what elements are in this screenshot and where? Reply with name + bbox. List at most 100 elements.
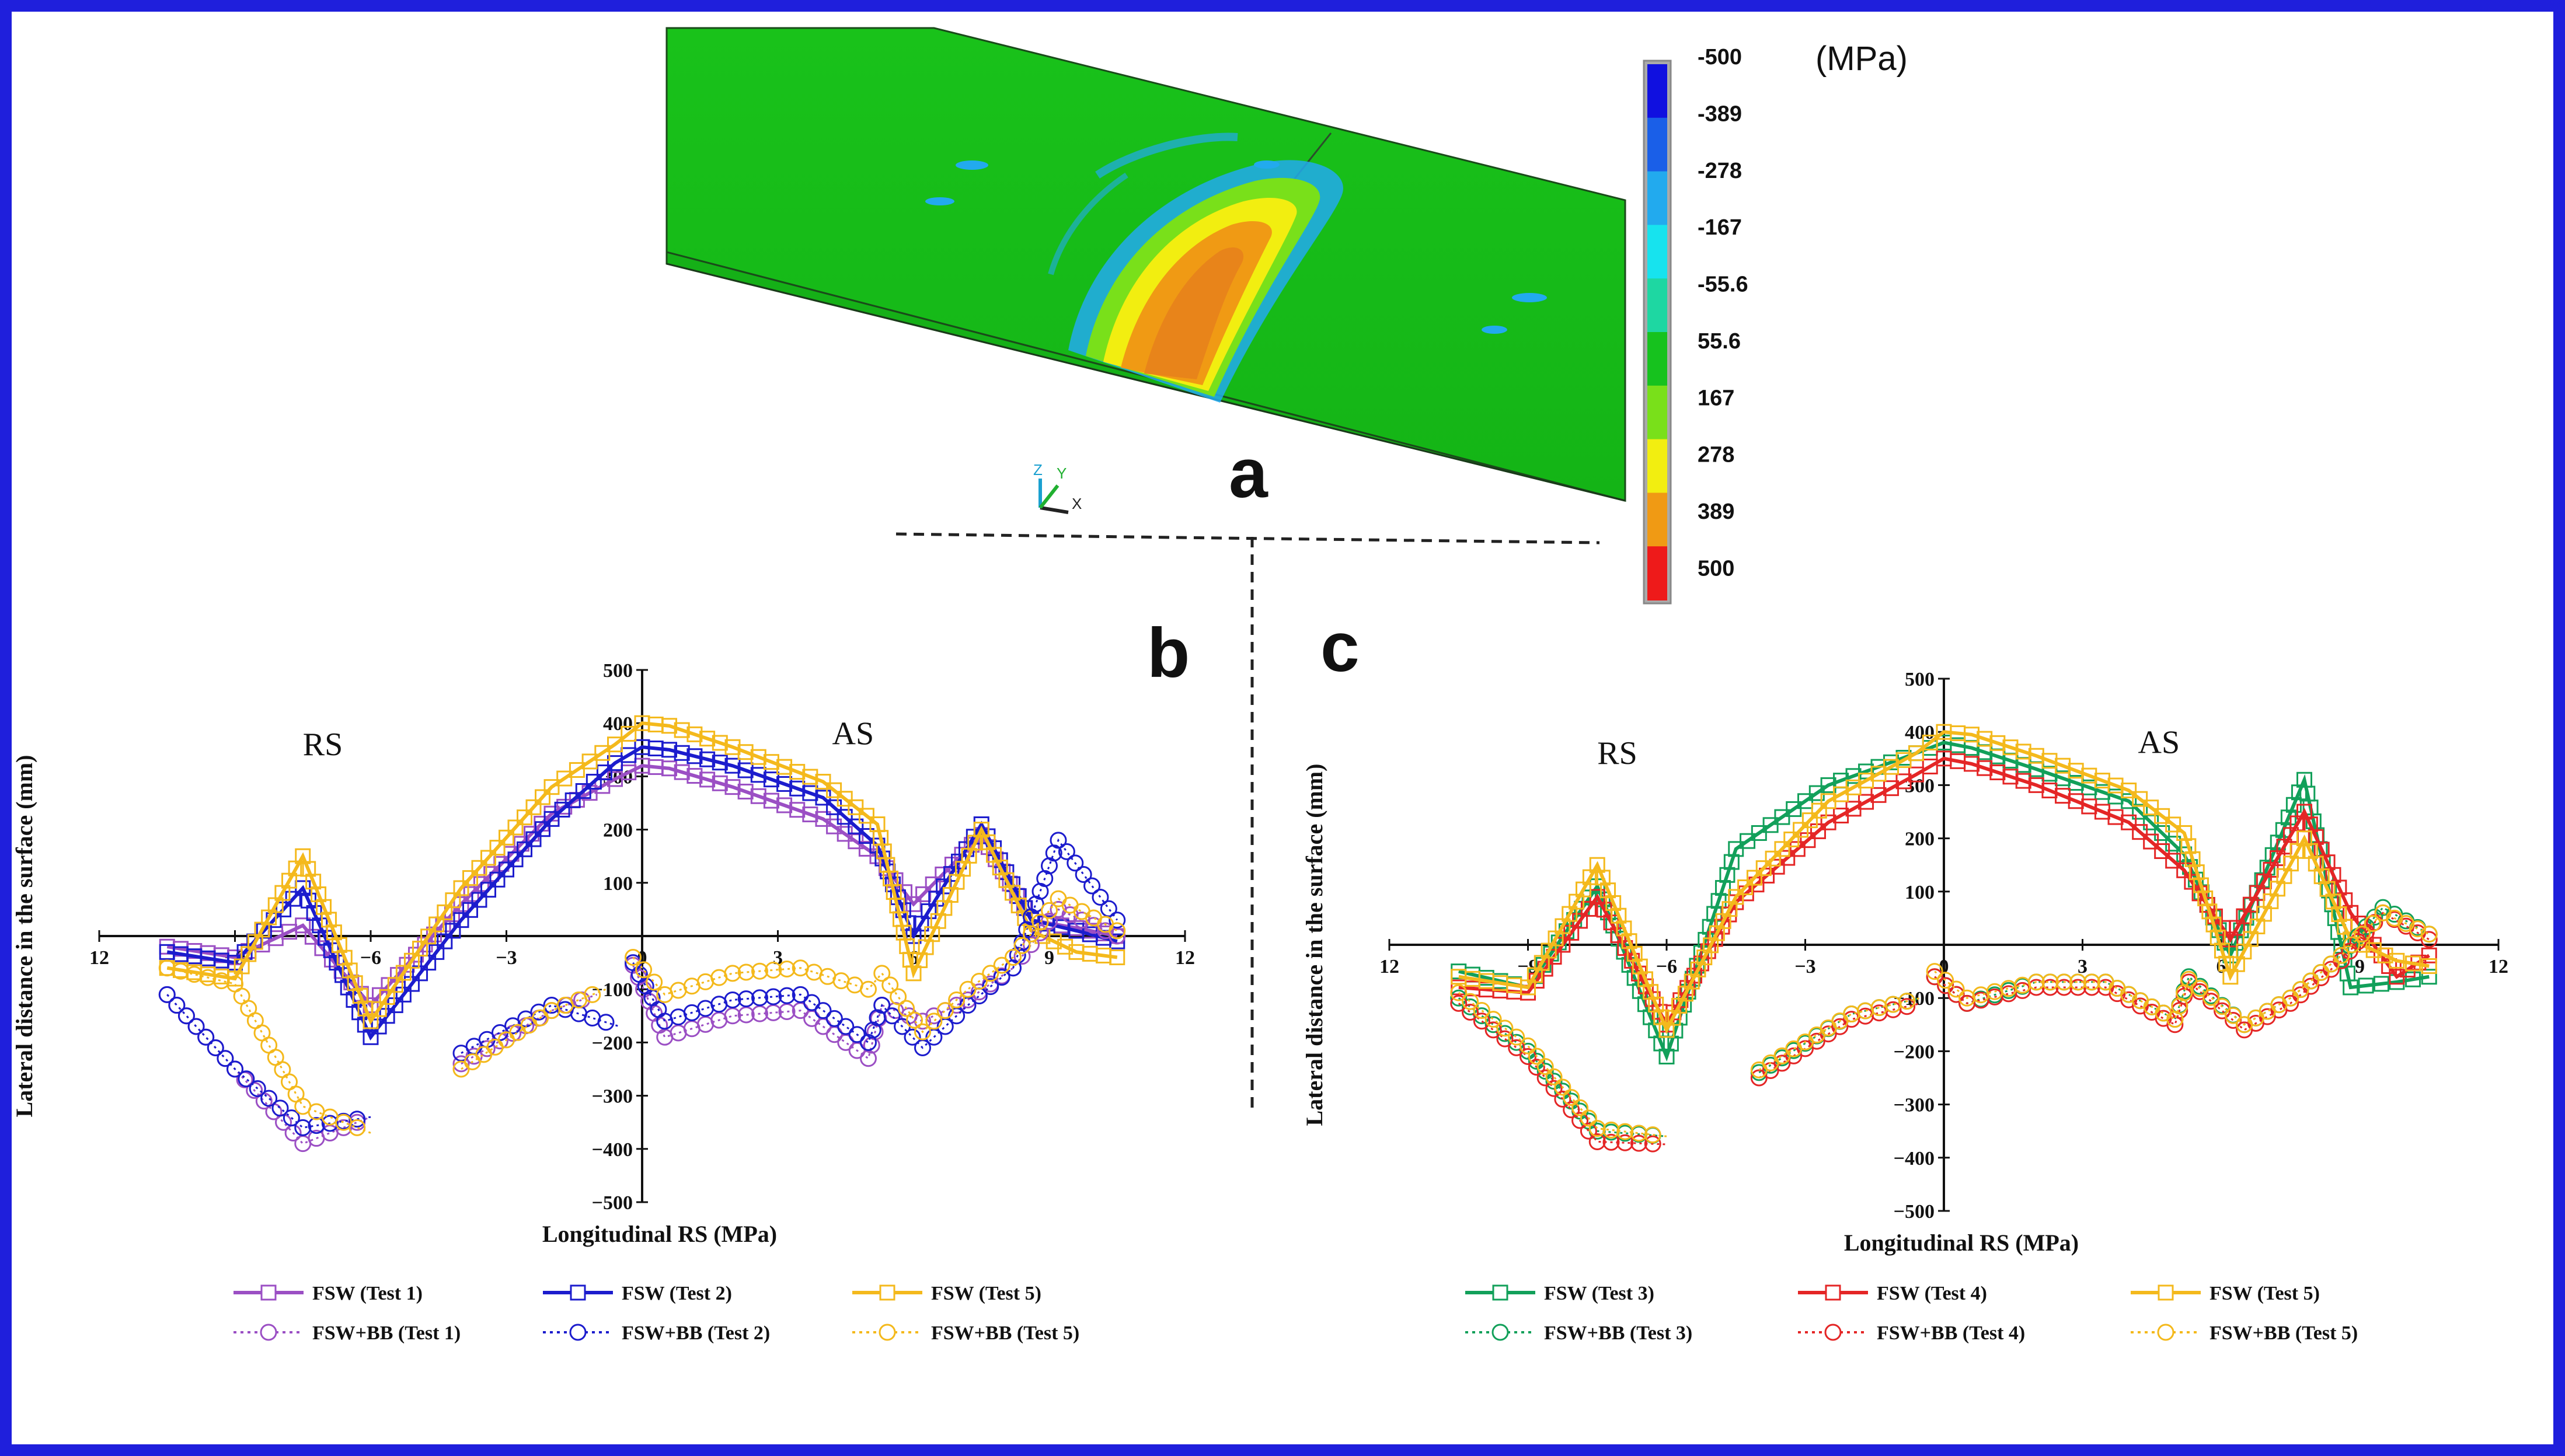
data-point [646, 1004, 663, 1022]
data-point [982, 965, 999, 982]
data-point [177, 1007, 195, 1025]
data-point [607, 736, 623, 753]
data-point [1450, 994, 1468, 1012]
series-line [1458, 756, 2430, 1028]
data-point [837, 791, 853, 807]
y-tick-label: 500 [603, 660, 633, 682]
legend-item: FSW+BB (Test 5) [2131, 1322, 2358, 1344]
data-point [1728, 841, 1744, 857]
data-point [661, 760, 677, 777]
data-point [543, 811, 560, 827]
data-point [2405, 955, 2421, 972]
data-point [1545, 1080, 1563, 1097]
data-point [1977, 731, 1993, 747]
data-point [1563, 1101, 1580, 1119]
data-point [906, 1011, 923, 1029]
x-tick-label: 3 [2078, 956, 2087, 977]
data-point [2193, 877, 2209, 893]
contour-spot [1254, 160, 1280, 169]
data-point [936, 1002, 954, 1019]
data-point [750, 767, 766, 783]
data-point [1109, 912, 1126, 929]
data-point [238, 1070, 255, 1088]
data-point [737, 783, 754, 799]
legend-label: FSW (Test 4) [1877, 1283, 1987, 1304]
data-point [1774, 809, 1790, 825]
data-point [507, 851, 524, 868]
data-point [776, 797, 793, 813]
data-point [1580, 1122, 1597, 1140]
data-point [1484, 1011, 1502, 1028]
data-point [763, 792, 779, 809]
data-point [1045, 933, 1062, 949]
x-tick-label: −3 [1794, 956, 1815, 977]
data-point [686, 767, 703, 784]
data-point [1740, 833, 1756, 849]
data-point [640, 993, 658, 1010]
data-point [815, 774, 831, 790]
data-point [646, 973, 663, 991]
legend-label: FSW (Test 5) [2209, 1283, 2320, 1304]
data-point [499, 829, 514, 846]
data-point [2302, 972, 2320, 990]
legend-swatch-marker [2157, 1324, 2174, 1341]
data-point [1536, 1058, 1554, 1076]
data-point [2201, 903, 2218, 920]
data-point [860, 1033, 877, 1051]
data-point [1528, 1053, 1545, 1070]
data-point [890, 988, 907, 1005]
data-point [1710, 893, 1727, 909]
legend-item: FSW (Test 2) [543, 1283, 732, 1304]
data-point [1755, 860, 1772, 877]
data-point [1602, 1121, 1620, 1139]
data-point [387, 997, 403, 1014]
data-point [1571, 1112, 1589, 1129]
data-point [1450, 989, 1468, 1007]
data-point [1989, 735, 2006, 751]
data-point [463, 886, 479, 902]
data-point [686, 748, 703, 764]
data-point [480, 882, 496, 898]
data-point [2143, 833, 2159, 850]
data-point [699, 771, 716, 788]
data-point [1602, 1133, 1620, 1151]
data-point [445, 923, 461, 939]
data-point [778, 987, 796, 1004]
x-axis-label: Longitudinal RS (MPa) [542, 1221, 777, 1247]
legend-label: FSW+BB (Test 3) [1544, 1322, 1692, 1344]
colorbar-tick-label: 278 [1698, 443, 1734, 467]
legend-swatch-marker [260, 1324, 277, 1341]
y-tick-label: −500 [1894, 1201, 1935, 1223]
colorbar-tick-label: 55.6 [1698, 329, 1741, 354]
data-point [437, 904, 453, 920]
data-point [403, 952, 420, 969]
data-point [789, 802, 806, 818]
colorbar-cell [1647, 385, 1667, 440]
data-point [1496, 1030, 1514, 1048]
data-point [1820, 777, 1836, 793]
data-point [881, 976, 899, 994]
data-point [445, 892, 461, 909]
triad-z-label: Z [1033, 461, 1043, 479]
data-point [2121, 793, 2137, 809]
data-point [462, 870, 478, 886]
y-tick-label: −300 [592, 1086, 633, 1108]
data-point [802, 785, 818, 801]
y-axis-label: Lateral distance in the surface (mm) [1301, 764, 1327, 1126]
coordinate-triad: Z Y X [1033, 461, 1082, 514]
data-point [2180, 838, 2197, 854]
annotation-rs: RS [1597, 735, 1637, 771]
data-point [1898, 998, 1916, 1015]
data-point [1484, 1021, 1502, 1039]
data-point [2165, 853, 2181, 869]
data-point [1723, 854, 1740, 870]
data-point [1605, 895, 1622, 911]
data-point [1637, 971, 1653, 987]
data-point [1588, 1120, 1606, 1137]
data-point [2358, 977, 2374, 994]
data-point [387, 977, 403, 993]
data-point [1109, 933, 1125, 949]
data-point [1588, 1133, 1606, 1150]
data-point [1528, 1048, 1545, 1065]
data-point [751, 962, 768, 980]
